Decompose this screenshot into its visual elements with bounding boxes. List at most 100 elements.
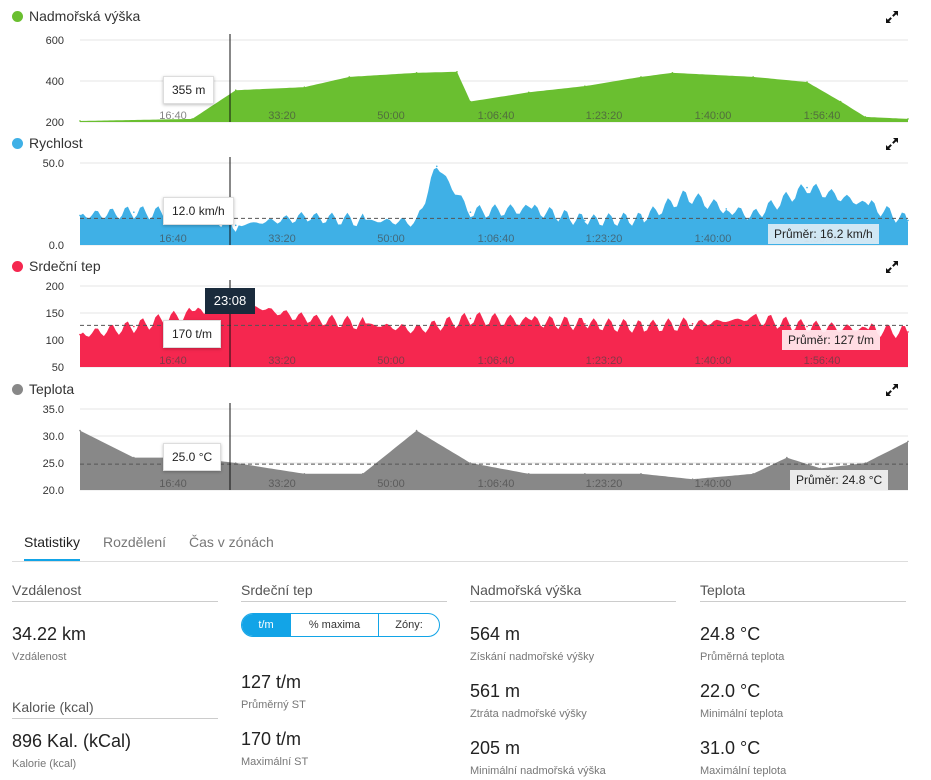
speed-legend-dot [12,137,23,149]
data-point [415,72,418,74]
x-tick-label: 33:20 [268,233,296,245]
data-point [469,211,472,213]
data-point [303,86,306,88]
elevation-plot[interactable]: 600 400 200 16:40 33:20 50:00 1:06:40 1:23:20 1:… [0,4,931,127]
data-point [133,325,135,328]
expand-arrows-icon[interactable] [885,10,899,24]
series-area [80,71,908,122]
y-tick-label: 50 [52,362,64,374]
x-tick-label: 33:20 [268,478,296,490]
data-point [752,76,754,78]
x-tick-label: 1:40:00 [695,478,732,490]
data-point [79,429,81,432]
elevation-tooltip: 355 m [163,76,215,104]
tab-statistics[interactable]: Statistiky [24,534,81,561]
temperature-average-label: Průměr: 24.8 °C [790,470,889,490]
tab-time-in-zones[interactable]: Čas v zónách [189,534,274,550]
x-tick-label: 1:06:40 [478,110,515,122]
data-point [415,328,418,330]
temperature-section: Teplota 24.8 °C Průměrná teplota 22.0 °C… [700,582,906,777]
y-tick-label: 200 [46,117,64,127]
heart-rate-plot[interactable]: 200 150 100 50 16:40 33:20 50:00 1:06:40 1:23:20… [0,254,931,377]
temperature-avg-label: Průměrná teplota [700,651,785,663]
elevation-loss-value: 561 m [470,681,521,701]
expand-arrows-icon[interactable] [885,137,899,151]
heart-rate-section: Srdeční tep 127 t/m Průměrný ST 170 t/m … [241,582,447,768]
elevation-gain-value: 564 m [470,624,521,644]
x-tick-label: 1:23:20 [586,478,623,490]
heart-rate-header: Srdeční tep [241,582,447,602]
x-tick-label: 1:23:20 [586,233,623,245]
elevation-chart[interactable]: Nadmořská výška 600 400 200 16:40 33:20 50:00… [0,4,931,127]
distance-section: Vzdálenost 34.22 km Vzdálenost Kalorie (… [12,582,218,770]
data-point [786,456,788,459]
temperature-plot[interactable]: 35.0 30.0 25.0 20.0 16:40 33:20 50:00 1:06:40 1:… [0,377,931,500]
temperature-legend-dot [12,383,23,395]
distance-label: Vzdálenost [12,651,67,663]
elevation-legend-dot [12,10,23,22]
x-tick-label: 16:40 [159,233,187,245]
elevation-section: Nadmořská výška 564 m Získání nadmořské … [470,582,676,777]
expand-arrows-icon[interactable] [885,383,899,397]
elevation-title-text: Nadmořská výška [29,8,141,24]
x-tick-label: 1:40:00 [695,233,732,245]
distance-header: Vzdálenost [12,582,218,602]
heart-rate-average-label: Průměr: 127 t/m [782,330,881,350]
data-point [819,467,822,470]
y-tick-label: 150 [46,308,64,320]
tab-distribution[interactable]: Rozdělení [103,534,167,550]
avg-heart-rate-value: 127 t/m [241,672,302,692]
data-point [685,195,687,197]
y-tick-label: 0.0 [49,240,64,252]
x-tick-label: 1:23:20 [586,355,623,367]
calories-value: 896 Kal. (kCal) [12,731,132,751]
expand-arrows-icon[interactable] [885,260,899,274]
data-point [303,216,306,218]
cursor-time-badge: 23:08 [205,288,255,314]
x-tick-label: 16:40 [159,355,187,367]
data-point [584,323,586,325]
data-point [133,211,135,213]
speed-plot[interactable]: 50.0 0.0 16:40 33:20 50:00 1:06:40 1:23:20 1:40… [0,131,931,254]
data-point [415,221,418,223]
elevation-min-label: Minimální nadmořská výška [470,765,606,777]
data-point [361,219,364,222]
temperature-chart[interactable]: Teplota 35.0 30.0 25.0 20.0 16:40 33:20 50:00 1… [0,377,931,500]
y-tick-label: 25.0 [43,458,64,470]
heart-rate-chart[interactable]: Srdeční tep 200 150 100 50 16:40 33:20 50:00 1:… [0,254,931,377]
unit-percent-max-option[interactable]: % maxima [291,614,379,636]
temperature-avg-value: 24.8 °C [700,624,761,644]
data-point [435,165,438,168]
x-tick-label: 50:00 [377,233,405,245]
unit-bpm-option[interactable]: t/m [242,614,291,636]
data-point [907,118,909,120]
data-point [303,473,306,475]
data-point [234,224,237,227]
speed-chart[interactable]: Rychlost 50.0 0.0 16:40 33:20 50:00 1:06:40 1:… [0,131,931,254]
data-point [725,208,728,210]
data-point [469,462,472,464]
data-point [527,473,530,475]
temperature-chart-title: Teplota [12,381,74,397]
y-tick-label: 600 [46,35,64,47]
x-tick-label: 1:23:20 [586,110,623,122]
y-tick-label: 50.0 [43,158,64,170]
elevation-loss-label: Ztráta nadmořské výšky [470,708,587,720]
unit-zones-option[interactable]: Zóny: [395,619,423,631]
x-tick-label: 1:56:40 [804,355,841,367]
distance-value: 34.22 km [12,624,87,644]
elevation-gain-label: Získání nadmořské výšky [470,651,595,663]
data-point [640,473,642,475]
x-tick-label: 50:00 [377,355,405,367]
x-tick-label: 33:20 [268,110,296,122]
data-point [752,317,754,320]
data-point [640,76,642,78]
speed-chart-title: Rychlost [12,135,83,151]
data-point [640,325,642,328]
y-tick-label: 400 [46,76,64,88]
data-point [527,320,530,322]
y-tick-label: 30.0 [43,431,64,443]
speed-title-text: Rychlost [29,135,83,151]
data-point [806,81,808,83]
data-point [527,208,530,210]
